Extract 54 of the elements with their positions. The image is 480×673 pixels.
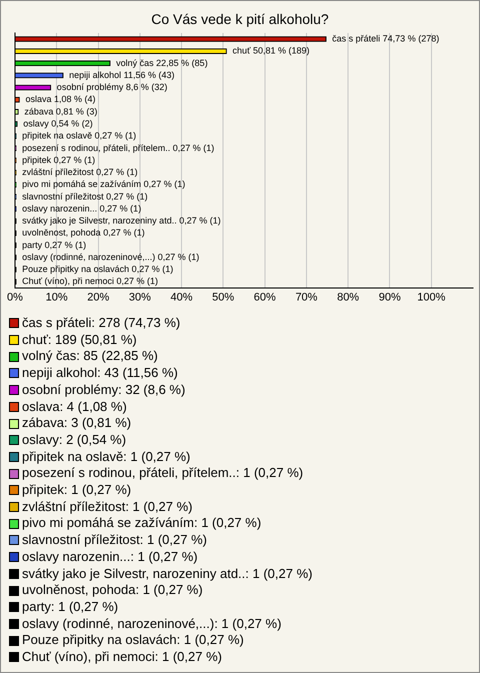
category-label: zvláštní příležitost 0,27 % (1)	[22, 167, 138, 178]
category-label: oslavy (rodinné, narozeninové,...) 0,27 % (1)	[22, 252, 200, 262]
category-label: oslavy 0,54 % (2)	[23, 118, 93, 128]
category-label: posezení s rodinou, přáteli, přítelem.. 0,27 % (1)	[22, 142, 214, 153]
text: oslavy (rodinné, narozeninové,...): 1 (0,27 %)	[22, 616, 282, 632]
x-tick-label: 100%	[417, 291, 446, 304]
text: Pouze připitky na oslavách: 1 (0,27 %)	[22, 632, 244, 650]
x-tick-label: 0%	[7, 291, 24, 304]
x-tick-label: 90%	[378, 291, 401, 304]
text: osobní problémy: 32 (8,6 %)	[22, 382, 186, 399]
text: připitek: 1 (0,27 %)	[22, 482, 132, 499]
text: čas s přáteli: 278 (74,73 %)	[22, 315, 180, 332]
x-tick-label: 70%	[295, 291, 318, 304]
category-label: připitek 0,27 % (1)	[22, 154, 96, 165]
text: oslavy: 2 (0,54 %)	[22, 432, 126, 449]
text: volný čas: 85 (22,85 %)	[22, 348, 158, 366]
category-label: slavnostní příležitost 0,27 % (1)	[22, 191, 148, 202]
category-label: připitek na oslavě 0,27 % (1)	[22, 130, 136, 141]
text: pivo mi pomáhá se zažíváním: 1 (0,27 %)	[22, 515, 262, 532]
x-tick-label: 10%	[46, 291, 68, 304]
x-tick-label: 60%	[254, 291, 276, 304]
category-label: uvolněnost, pohoda 0,27 % (1)	[22, 228, 145, 238]
category-label: čas s přáteli 74,73 % (278)	[332, 34, 440, 44]
category-label: svátky jako je Silvestr, narozeniny atd.. 0,27 % (1)	[22, 216, 221, 226]
x-tick-label: 80%	[337, 291, 360, 304]
text: chuť: 189 (50,81 %)	[22, 332, 137, 348]
x-tick-label: 20%	[87, 291, 110, 304]
x-tick-label: 40%	[170, 291, 193, 304]
category-label: oslavy narozenin... 0,27 % (1)	[22, 203, 142, 214]
category-label: Pouze připitky na oslavách 0,27 % (1)	[22, 264, 174, 274]
text: party: 1 (0,27 %)	[22, 598, 118, 616]
text: zvláštní příležitost: 1 (0,27 %)	[22, 498, 193, 516]
x-tick-label: 50%	[212, 291, 234, 304]
text: nepiji alkohol: 43 (11,56 %)	[22, 365, 178, 382]
text: připitek na oslavě: 1 (0,27 %)	[22, 448, 190, 466]
category-label: Chuť (víno), při nemoci 0,27 % (1)	[22, 276, 158, 286]
category-label: pivo mi pomáhá se zažíváním 0,27 % (1)	[22, 179, 186, 190]
text: zábava: 3 (0,81 %)	[22, 415, 132, 432]
text: slavnostní příležitost: 1 (0,27 %)	[22, 532, 207, 549]
x-tick-label: 30%	[128, 291, 152, 304]
category-label: party 0,27 % (1)	[22, 240, 86, 250]
chart-title: Co Vás vede k pití alkoholu?	[150, 10, 330, 29]
category-label: nepiji alkohol 11,56 % (43)	[69, 70, 175, 80]
text: svátky jako je Silvestr, narozeniny atd..: 1 (0,27 %)	[22, 566, 312, 582]
category-label: chuť 50,81 % (189)	[232, 46, 310, 56]
text: posezení s rodinou, přáteli, přítelem..: 1 (0,27 %)	[22, 465, 304, 482]
category-label: zábava 0,81 % (3)	[24, 106, 98, 116]
text: oslavy narozenin...: 1 (0,27 %)	[22, 548, 198, 566]
category-label: osobní problémy 8,6 % (32)	[56, 82, 168, 92]
category-label: oslava 1,08 % (4)	[25, 94, 96, 104]
text: Chuť (víno), při nemoci: 1 (0,27 %)	[22, 649, 222, 666]
category-label: volný čas 22,85 % (85)	[116, 58, 208, 68]
text: oslava: 4 (1,08 %)	[22, 398, 127, 416]
text: uvolněnost, pohoda: 1 (0,27 %)	[22, 582, 203, 599]
